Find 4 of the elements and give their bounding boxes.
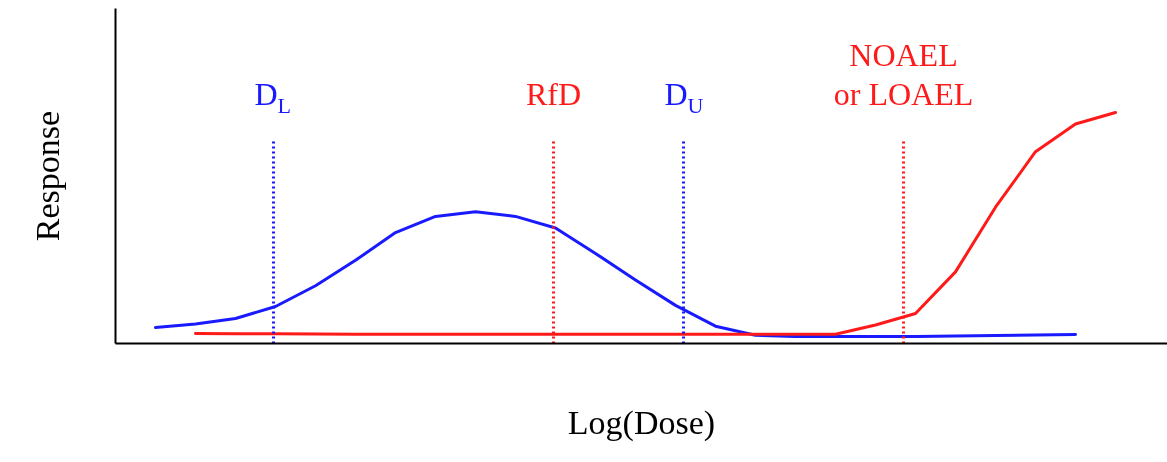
annotation: RfD	[525, 76, 582, 113]
annotation: NOAEL or LOAEL	[833, 36, 974, 113]
y-axis-title: Response	[28, 110, 66, 242]
x-axis-title: Log(Dose)	[567, 403, 716, 442]
